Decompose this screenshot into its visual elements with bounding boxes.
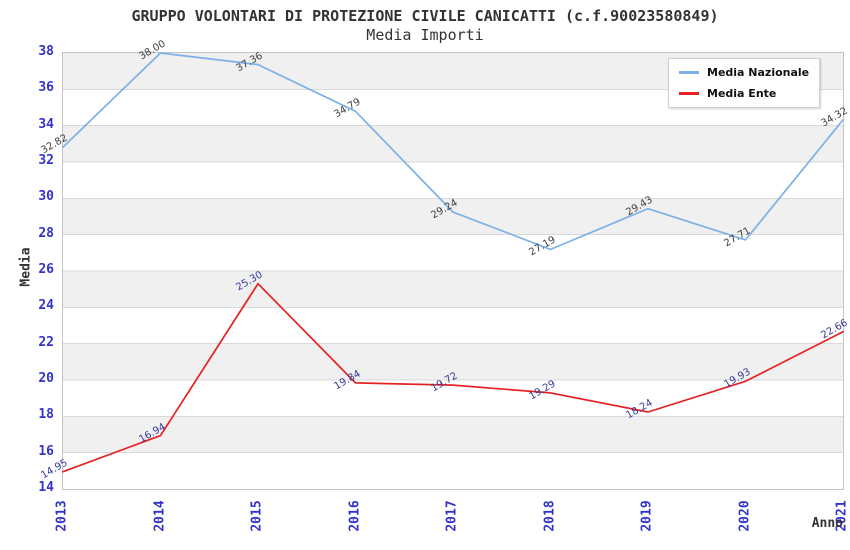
legend: Media Nazionale Media Ente: [668, 58, 821, 108]
y-tick-label: 30: [38, 189, 54, 205]
plot-area: [62, 52, 844, 490]
legend-label: Media Ente: [707, 87, 777, 100]
plot-band: [63, 452, 843, 489]
y-tick-label: 18: [38, 407, 54, 423]
y-tick-label: 20: [38, 371, 54, 386]
y-tick-label: 24: [38, 298, 54, 314]
y-tick-label: 14: [38, 480, 54, 495]
y-tick-label: 38: [38, 44, 54, 59]
plot-band: [63, 416, 843, 453]
x-tick-label: 2014: [152, 500, 167, 532]
plot-band: [63, 343, 843, 380]
x-tick-label: 2013: [54, 500, 70, 532]
x-tick-label: 2017: [444, 500, 460, 532]
chart-subtitle: Media Importi: [366, 26, 484, 44]
x-tick-label: 2020: [737, 500, 752, 532]
x-axis-title: Anno: [811, 516, 843, 531]
y-tick-label: 28: [38, 225, 54, 241]
legend-item-media-ente: Media Ente: [679, 87, 809, 100]
y-axis-title: Media: [18, 247, 34, 287]
line-swatch-icon: [679, 92, 699, 95]
series-line-0: [62, 52, 844, 251]
x-tick-label: 2016: [347, 500, 362, 532]
chart-title: GRUPPO VOLONTARI DI PROTEZIONE CIVILE CA…: [131, 7, 719, 25]
y-tick-label: 36: [38, 80, 54, 96]
plot-band: [63, 125, 843, 162]
y-tick-label: 32: [38, 153, 54, 168]
series-line-1: [62, 282, 844, 473]
plot-band: [63, 307, 843, 344]
legend-label: Media Nazionale: [707, 66, 810, 79]
x-tick-label: 2019: [639, 500, 655, 532]
y-tick-label: 22: [38, 334, 54, 350]
y-tick-label: 34: [38, 116, 54, 132]
line-swatch-icon: [679, 71, 699, 74]
plot-band: [63, 234, 843, 271]
plot-svg: [62, 52, 844, 489]
legend-item-media-nazionale: Media Nazionale: [679, 66, 809, 79]
plot-band: [63, 162, 843, 199]
y-tick-label: 26: [38, 262, 54, 277]
plot-band: [63, 271, 843, 308]
x-tick-label: 2018: [542, 500, 557, 532]
x-tick-label: 2015: [249, 500, 265, 532]
y-tick-label: 16: [38, 443, 54, 459]
